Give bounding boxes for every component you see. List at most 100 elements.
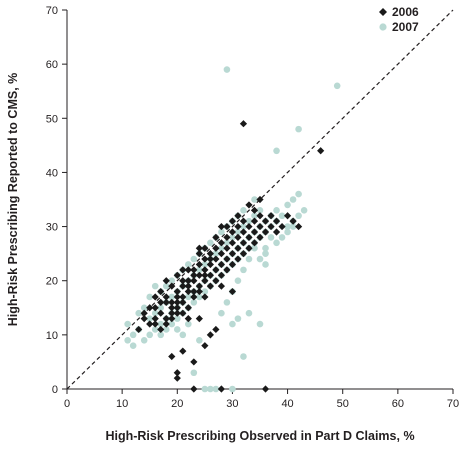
data-point-2006 xyxy=(151,293,159,301)
data-point-2007 xyxy=(146,293,154,301)
data-point-2007 xyxy=(245,217,253,225)
data-point-2007 xyxy=(212,250,220,257)
data-point-2006 xyxy=(195,287,203,296)
data-point-2007 xyxy=(140,304,148,312)
data-point-2006 xyxy=(239,120,248,128)
data-point-2007 xyxy=(190,255,198,263)
data-point-2006 xyxy=(184,287,192,296)
data-point-2007 xyxy=(262,250,269,257)
data-point-2007 xyxy=(273,239,280,247)
data-point-2007 xyxy=(185,293,192,301)
data-point-2006 xyxy=(267,222,275,231)
data-point-2007 xyxy=(245,309,253,317)
y-tick-label: 50 xyxy=(46,113,58,125)
data-point-2006 xyxy=(223,255,231,263)
data-point-2006 xyxy=(212,277,220,285)
y-tick-label: 40 xyxy=(46,167,58,179)
y-tick-label: 70 xyxy=(46,5,58,17)
identity-reference-line xyxy=(66,9,454,390)
data-point-2006 xyxy=(157,325,165,334)
data-point-2006 xyxy=(190,277,198,285)
x-tick-label: 70 xyxy=(447,398,459,410)
data-point-2006 xyxy=(173,271,181,279)
data-point-2006 xyxy=(261,228,270,236)
data-point-2006 xyxy=(201,342,209,350)
data-point-2006 xyxy=(173,293,181,301)
data-point-2007 xyxy=(196,266,203,274)
data-point-2006 xyxy=(289,217,297,225)
data-point-2007 xyxy=(273,147,280,155)
data-point-2006 xyxy=(234,212,242,220)
data-point-2006 xyxy=(157,287,165,296)
data-point-2007 xyxy=(196,293,203,301)
data-point-2006 xyxy=(140,309,148,317)
data-point-2007 xyxy=(146,331,154,339)
data-point-2007 xyxy=(201,288,209,295)
data-point-2007 xyxy=(251,244,258,252)
data-point-2006 xyxy=(239,228,248,236)
data-point-2006 xyxy=(168,298,176,306)
data-point-2006 xyxy=(223,222,231,231)
data-point-2007 xyxy=(190,299,198,306)
data-point-2006 xyxy=(135,325,143,334)
data-point-2007 xyxy=(251,212,258,220)
data-point-2006 xyxy=(234,233,242,241)
data-point-2006 xyxy=(173,287,181,296)
y-tick-label: 30 xyxy=(46,222,58,234)
data-point-2006 xyxy=(195,282,203,290)
data-point-2006 xyxy=(250,239,259,247)
data-point-2006 xyxy=(256,195,264,204)
data-point-2007 xyxy=(278,234,286,241)
data-point-2006 xyxy=(168,352,176,361)
data-point-2006 xyxy=(256,233,264,241)
x-tick-label: 60 xyxy=(392,398,404,410)
data-point-2007 xyxy=(207,239,214,247)
data-point-2006 xyxy=(234,222,242,231)
data-point-2006 xyxy=(162,277,170,285)
data-point-2006 xyxy=(206,282,214,290)
data-point-2006 xyxy=(201,244,209,252)
y-tick-label: 20 xyxy=(46,276,58,288)
x-tick-label: 10 xyxy=(116,398,128,410)
x-tick-label: 50 xyxy=(337,398,349,410)
data-point-2007 xyxy=(140,336,148,344)
data-point-2006 xyxy=(217,260,225,269)
y-tick-label: 10 xyxy=(46,330,58,342)
data-point-2007 xyxy=(173,326,181,333)
data-point-2006 xyxy=(295,222,303,231)
data-point-2007 xyxy=(146,315,154,322)
data-point-2006 xyxy=(283,212,292,220)
data-point-2006 xyxy=(206,255,214,263)
data-point-2007 xyxy=(240,223,247,230)
data-point-2006 xyxy=(195,315,203,323)
data-point-2007 xyxy=(234,228,242,236)
data-point-2006 xyxy=(223,266,231,274)
data-point-2007 xyxy=(284,228,291,236)
data-point-2007 xyxy=(151,309,159,317)
data-point-2007 xyxy=(124,336,131,344)
data-point-2006 xyxy=(179,347,187,355)
data-point-2007 xyxy=(245,255,253,263)
data-point-2006 xyxy=(278,222,286,231)
data-point-2006 xyxy=(168,304,176,312)
data-point-2006 xyxy=(184,315,192,323)
data-point-2006 xyxy=(245,233,253,241)
data-point-2006 xyxy=(228,217,237,225)
data-point-2007 xyxy=(168,320,176,328)
data-point-2006 xyxy=(173,298,181,306)
data-point-2007 xyxy=(223,299,231,306)
data-point-2007 xyxy=(212,385,220,393)
data-point-2007 xyxy=(284,223,291,230)
data-point-2006 xyxy=(195,271,203,279)
data-point-2006 xyxy=(173,309,181,317)
data-point-2007 xyxy=(196,336,203,344)
legend-marker-2007 xyxy=(379,23,387,31)
x-tick-label: 20 xyxy=(171,398,183,410)
data-point-2007 xyxy=(333,82,341,90)
data-point-2006 xyxy=(201,255,209,263)
data-point-2006 xyxy=(173,369,181,377)
data-point-2007 xyxy=(229,320,236,328)
data-point-2007 xyxy=(256,255,264,263)
data-point-2007 xyxy=(229,385,236,393)
y-tick-label: 60 xyxy=(46,59,58,71)
